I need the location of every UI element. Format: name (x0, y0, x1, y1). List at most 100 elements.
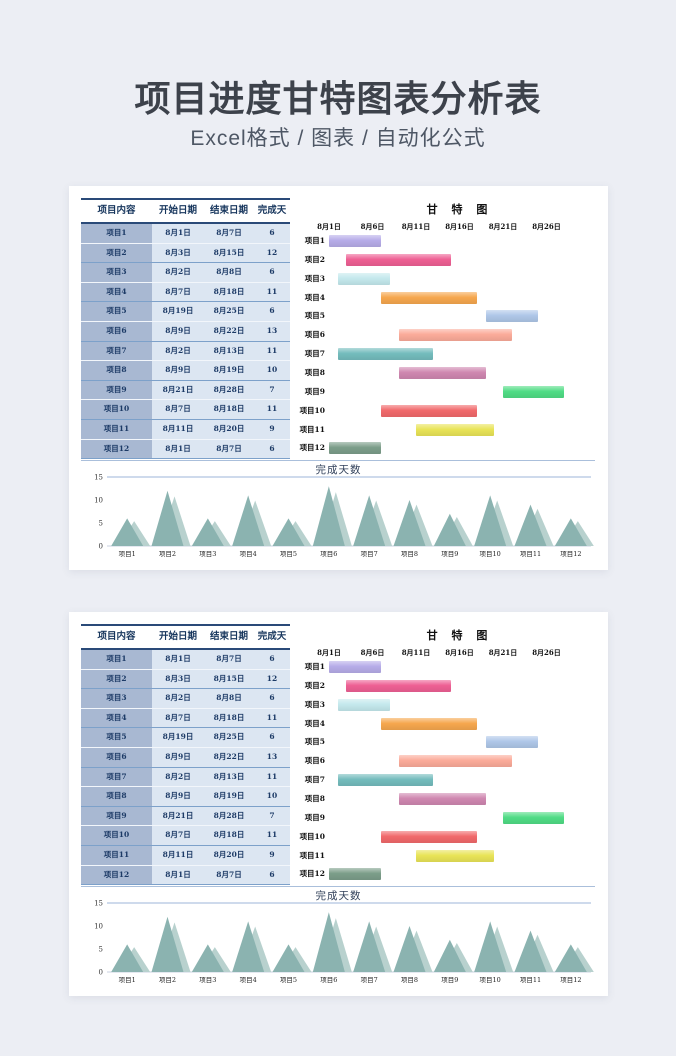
gantt-row-label: 项目6 (304, 756, 325, 766)
project-table-body: 项目1 8月1日 8月7日 6 项目2 8月3日 8月15日 12 项目3 8月2日 8月8日 6 项目… (81, 224, 290, 460)
gantt-axis-tick: 8月26日 (532, 648, 561, 657)
gantt-row-label: 项目5 (304, 737, 325, 747)
cell-end-date: 8月19日 (204, 787, 254, 806)
cell-project-name: 项目2 (81, 669, 152, 689)
cell-project-name: 项目11 (81, 845, 152, 865)
page-subtitle: Excel格式 / 图表 / 自动化公式 (190, 127, 486, 150)
gantt-axis-tick: 8月1日 (317, 222, 341, 231)
cell-project-name: 项目4 (81, 282, 152, 302)
cell-days: 13 (254, 747, 290, 767)
triangle-peak (393, 926, 426, 972)
cell-days: 10 (254, 787, 290, 806)
table-row: 项目3 8月2日 8月8日 6 (81, 689, 290, 709)
triangle-peak (474, 495, 507, 546)
cell-end-date: 8月18日 (204, 826, 254, 845)
triangle-peak (111, 518, 144, 546)
gantt-axis-tick: 8月16日 (445, 222, 474, 231)
cell-start-date: 8月9日 (152, 361, 204, 380)
cell-project-name: 项目9 (81, 806, 152, 826)
triangle-peak (232, 921, 265, 972)
x-axis-category-label: 项目12 (560, 550, 581, 558)
gantt-bar (329, 661, 382, 673)
triangle-peak (191, 944, 224, 972)
cell-start-date: 8月3日 (152, 669, 204, 689)
cell-project-name: 项目1 (81, 224, 152, 243)
cell-days: 11 (254, 826, 290, 845)
cell-start-date: 8月1日 (152, 224, 204, 243)
gantt-bar (381, 404, 477, 417)
y-axis-tick: 0 (99, 969, 103, 977)
x-axis-category-label: 项目5 (280, 550, 297, 558)
triangle-peak (232, 495, 265, 546)
gantt-bar (337, 698, 390, 711)
x-axis-category-label: 项目1 (119, 976, 136, 984)
cell-days: 11 (254, 282, 290, 302)
table-row: 项目2 8月3日 8月15日 12 (81, 669, 290, 690)
gantt-axis-tick: 8月11日 (401, 222, 431, 231)
cell-start-date: 8月2日 (152, 263, 204, 282)
gantt-row-label: 项目12 (299, 869, 325, 879)
table-row: 项目10 8月7日 8月18日 11 (81, 826, 290, 846)
gantt-bar (329, 235, 382, 247)
triangle-peak (514, 930, 547, 972)
gantt-row-label: 项目8 (304, 367, 325, 377)
table-row: 项目11 8月11日 8月20日 9 (81, 419, 290, 440)
table-row: 项目8 8月9日 8月19日 10 (81, 361, 290, 381)
cell-start-date: 8月2日 (152, 341, 204, 361)
gantt-bar (337, 774, 434, 787)
cell-project-name: 项目1 (81, 650, 152, 669)
table-row: 项目12 8月1日 8月7日 6 (81, 865, 290, 886)
gantt-bar (398, 755, 512, 768)
cell-end-date: 8月15日 (204, 243, 254, 263)
table-row: 项目5 8月19日 8月25日 6 (81, 302, 290, 322)
header-project: 项目内容 (97, 205, 136, 216)
project-table: 项目内容 开始日期 结束日期 完成天数 项目18月1日8月7日6项目28月3日8… (81, 198, 290, 460)
triangle-peak (554, 518, 587, 546)
gantt-row-label: 项目7 (304, 775, 325, 785)
cell-start-date: 8月1日 (152, 650, 204, 669)
cell-project-name: 项目8 (81, 361, 152, 380)
cell-days: 7 (254, 806, 290, 826)
y-axis-tick: 10 (94, 923, 103, 931)
y-axis-tick: 10 (94, 497, 103, 505)
cell-start-date: 8月19日 (152, 728, 204, 747)
cell-days: 12 (254, 669, 290, 689)
cell-end-date: 8月18日 (204, 400, 254, 419)
cell-start-date: 8月11日 (152, 419, 204, 439)
gantt-row-label: 项目3 (304, 699, 325, 709)
cell-end-date: 8月20日 (204, 419, 254, 439)
gantt-row-label: 项目8 (304, 793, 325, 803)
gantt-row-label: 项目3 (304, 273, 325, 283)
cell-days: 10 (254, 361, 290, 380)
cell-start-date: 8月7日 (152, 708, 204, 728)
gantt-axis-tick: 8月11日 (401, 648, 431, 657)
gantt-axis-tick: 8月26日 (532, 222, 561, 231)
cell-days: 11 (254, 708, 290, 728)
gantt-x-axis: 8月1日 8月6日 8月11日 8月16日 8月21日 8月26日 (317, 648, 590, 658)
y-axis-tick: 15 (94, 900, 103, 908)
x-axis-category-label: 项目7 (361, 976, 378, 984)
project-table-header: 项目内容 开始日期 结束日期 完成天数 (81, 198, 290, 238)
cell-project-name: 项目11 (81, 419, 152, 439)
gantt-row-label: 项目5 (304, 311, 325, 321)
triangle-peak (151, 490, 184, 546)
cell-start-date: 8月21日 (152, 380, 204, 400)
x-axis-category-label: 项目8 (401, 976, 418, 984)
cell-start-date: 8月7日 (152, 826, 204, 845)
gantt-bar (346, 679, 451, 692)
cell-end-date: 8月7日 (204, 865, 254, 885)
cell-end-date: 8月18日 (204, 708, 254, 728)
x-axis-category-label: 项目9 (441, 550, 458, 558)
days-triangle-chart: 0 5 10 15 项目1 项目2 项目3 项目4 项目5 项目6 项目7 项目8 项目9 项目10 项目1… (94, 900, 594, 984)
header-start-date: 开始日期 (158, 205, 197, 216)
gantt-axis-tick: 8月16日 (445, 648, 474, 657)
cell-end-date: 8月25日 (204, 728, 254, 747)
cell-project-name: 项目7 (81, 767, 152, 787)
gantt-chart-title: 甘 特 图 (426, 203, 493, 216)
cell-start-date: 8月7日 (152, 400, 204, 419)
gantt-bar (485, 736, 538, 749)
x-axis-category-label: 项目9 (441, 976, 458, 984)
days-chart-title: 完成天数 (315, 890, 362, 902)
table-row: 项目11 8月11日 8月20日 9 (81, 845, 290, 866)
header-end-date: 结束日期 (209, 631, 248, 642)
